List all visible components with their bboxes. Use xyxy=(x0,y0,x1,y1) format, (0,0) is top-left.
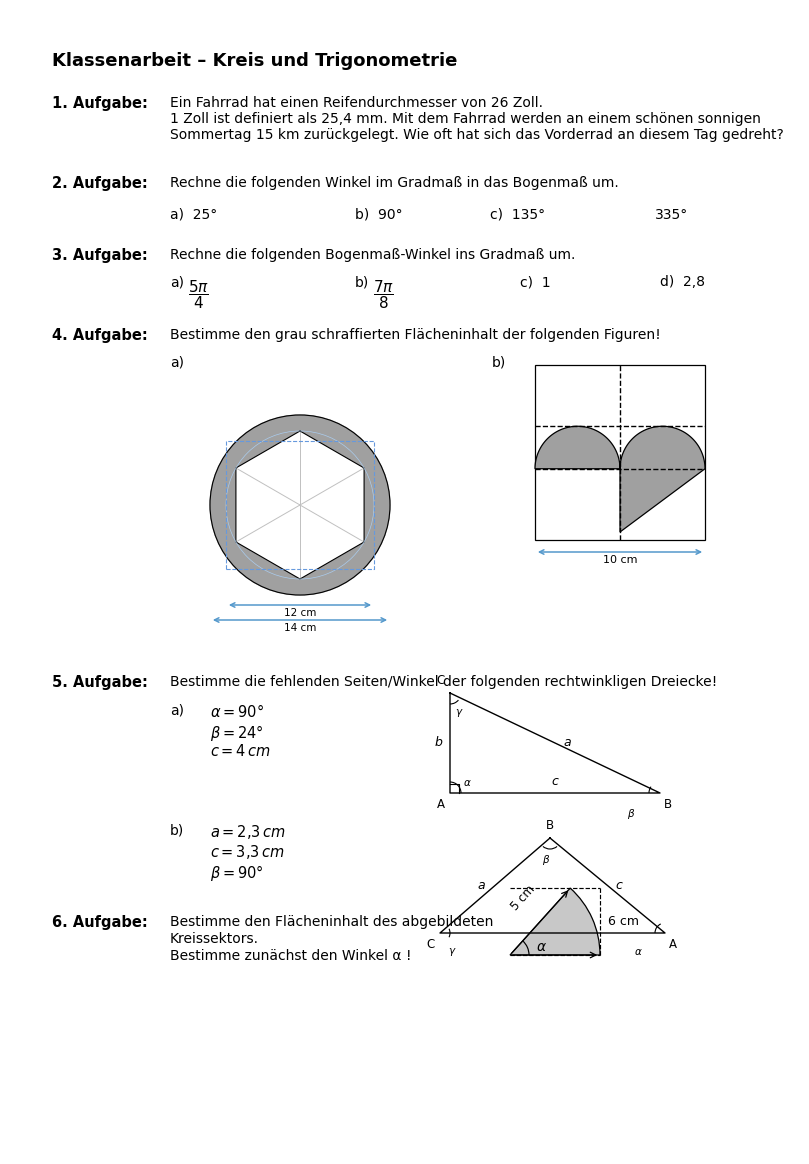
Text: 1 Zoll ist definiert als 25,4 mm. Mit dem Fahrrad werden an einem schönen sonnig: 1 Zoll ist definiert als 25,4 mm. Mit de… xyxy=(170,112,761,126)
Text: $\dfrac{7\pi}{8}$: $\dfrac{7\pi}{8}$ xyxy=(373,278,394,311)
Text: $\beta$: $\beta$ xyxy=(542,853,550,867)
Text: Rechne die folgenden Winkel im Gradmaß in das Bogenmaß um.: Rechne die folgenden Winkel im Gradmaß i… xyxy=(170,176,619,190)
Polygon shape xyxy=(236,431,364,579)
Text: 1. Aufgabe:: 1. Aufgabe: xyxy=(52,95,148,111)
Text: Sommertag 15 km zurückgelegt. Wie oft hat sich das Vorderrad an diesem Tag gedre: Sommertag 15 km zurückgelegt. Wie oft ha… xyxy=(170,128,784,142)
Text: a: a xyxy=(477,879,485,892)
Text: a: a xyxy=(563,737,570,750)
Text: 12 cm: 12 cm xyxy=(284,608,316,618)
Text: b): b) xyxy=(170,823,184,837)
Text: a)  25°: a) 25° xyxy=(170,208,218,222)
Text: c: c xyxy=(616,879,622,892)
Bar xyxy=(226,441,374,569)
Text: c)  135°: c) 135° xyxy=(490,208,545,222)
Text: Bestimme die fehlenden Seiten/Winkel der folgenden rechtwinkligen Dreiecke!: Bestimme die fehlenden Seiten/Winkel der… xyxy=(170,675,718,689)
Text: $\alpha$: $\alpha$ xyxy=(634,947,643,957)
Bar xyxy=(535,365,705,540)
Text: $\dfrac{5\pi}{4}$: $\dfrac{5\pi}{4}$ xyxy=(188,278,209,311)
Text: 2. Aufgabe:: 2. Aufgabe: xyxy=(52,176,148,191)
Text: $\beta$: $\beta$ xyxy=(627,807,635,821)
Text: C: C xyxy=(427,938,435,951)
Text: 5 cm: 5 cm xyxy=(509,883,538,914)
Text: Kreissektors.: Kreissektors. xyxy=(170,932,259,946)
Text: b): b) xyxy=(355,275,369,289)
Text: $\beta = 24°$: $\beta = 24°$ xyxy=(210,723,264,743)
Text: B: B xyxy=(664,799,672,811)
Text: d)  2,8: d) 2,8 xyxy=(660,275,705,289)
Text: A: A xyxy=(669,938,677,951)
Text: Ein Fahrrad hat einen Reifendurchmesser von 26 Zoll.: Ein Fahrrad hat einen Reifendurchmesser … xyxy=(170,95,543,111)
Text: $c = 4\,cm$: $c = 4\,cm$ xyxy=(210,743,271,759)
Text: c: c xyxy=(552,775,558,788)
Text: 6 cm: 6 cm xyxy=(608,915,639,928)
Text: Klassenarbeit – Kreis und Trigonometrie: Klassenarbeit – Kreis und Trigonometrie xyxy=(52,52,457,70)
Text: C: C xyxy=(437,674,445,687)
Text: b: b xyxy=(549,915,557,928)
Text: b)  90°: b) 90° xyxy=(355,208,403,222)
Text: B: B xyxy=(546,819,554,832)
Text: 10 cm: 10 cm xyxy=(603,555,637,565)
Text: b): b) xyxy=(492,355,506,369)
Text: A: A xyxy=(437,799,445,811)
Text: $\gamma$: $\gamma$ xyxy=(455,707,464,719)
Text: a): a) xyxy=(170,355,184,369)
Text: $\alpha$: $\alpha$ xyxy=(536,941,547,954)
Text: c)  1: c) 1 xyxy=(520,275,551,289)
Wedge shape xyxy=(510,888,600,954)
Text: 335°: 335° xyxy=(655,208,688,222)
Text: 3. Aufgabe:: 3. Aufgabe: xyxy=(52,248,148,263)
Text: Bestimme zunächst den Winkel α !: Bestimme zunächst den Winkel α ! xyxy=(170,949,412,963)
Text: $c = 3{,}3\,cm$: $c = 3{,}3\,cm$ xyxy=(210,843,285,861)
Text: 5. Aufgabe:: 5. Aufgabe: xyxy=(52,675,148,690)
Circle shape xyxy=(210,416,390,595)
Text: 14 cm: 14 cm xyxy=(284,623,316,633)
Text: $\beta = 90°$: $\beta = 90°$ xyxy=(210,863,264,883)
Text: $\alpha$: $\alpha$ xyxy=(463,778,472,788)
Text: Bestimme den Flächeninhalt des abgebildeten: Bestimme den Flächeninhalt des abgebilde… xyxy=(170,915,493,929)
Text: b: b xyxy=(434,737,442,750)
Text: a): a) xyxy=(170,703,184,717)
Text: 4. Aufgabe:: 4. Aufgabe: xyxy=(52,328,148,343)
Text: $a = 2{,}3\,cm$: $a = 2{,}3\,cm$ xyxy=(210,823,286,842)
Text: $\gamma$: $\gamma$ xyxy=(448,946,456,958)
Text: Bestimme den grau schraffierten Flächeninhalt der folgenden Figuren!: Bestimme den grau schraffierten Flächeni… xyxy=(170,328,661,342)
Text: 6. Aufgabe:: 6. Aufgabe: xyxy=(52,915,148,930)
Text: a): a) xyxy=(170,275,184,289)
Text: Rechne die folgenden Bogenmaß-Winkel ins Gradmaß um.: Rechne die folgenden Bogenmaß-Winkel ins… xyxy=(170,248,575,262)
Polygon shape xyxy=(535,426,705,532)
Text: $\alpha = 90°$: $\alpha = 90°$ xyxy=(210,703,264,721)
